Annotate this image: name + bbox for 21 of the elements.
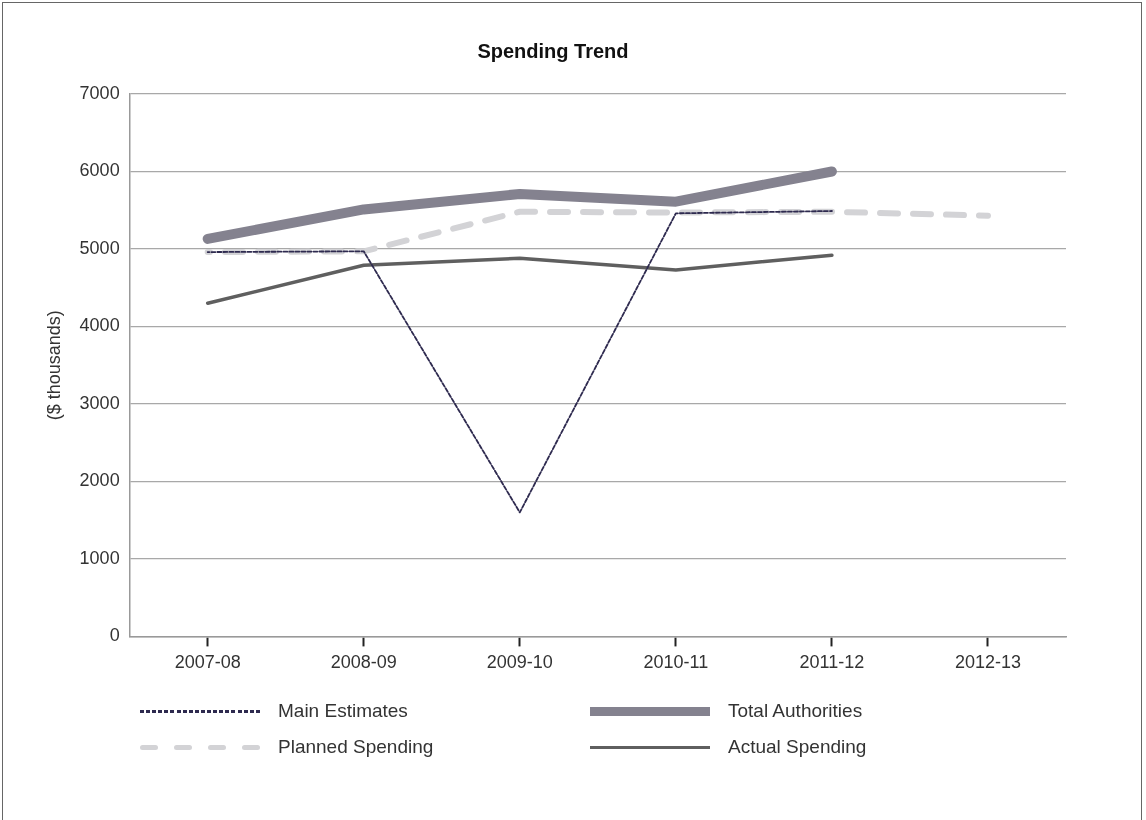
y-tick-label: 1000 [79,547,120,568]
x-tick-label: 2008-09 [330,652,397,673]
y-tick-label: 7000 [79,82,120,103]
line-series [206,210,833,514]
x-tick-label: 2012-13 [954,652,1021,673]
y-axis-title: ($ thousands) [43,310,64,421]
x-tick-label: 2009-10 [486,652,553,673]
y-tick-label: 3000 [79,392,120,413]
y-tick-label: 5000 [79,237,120,258]
chart-title: Spending Trend [477,39,629,62]
y-tick-label: 6000 [79,160,120,181]
x-tick-label: 2011-12 [799,652,865,673]
legend-label: Planned Spending [278,736,434,758]
y-tick-label: 0 [109,625,120,646]
y-tick-label: 2000 [79,470,120,491]
legend-label: Total Authorities [728,700,863,722]
x-tick-label: 2010-11 [643,652,709,673]
x-tick-label: 2007-08 [174,652,241,673]
legend-label: Main Estimates [278,700,408,722]
legend-label: Actual Spending [728,736,867,758]
y-tick-label: 4000 [79,315,120,336]
